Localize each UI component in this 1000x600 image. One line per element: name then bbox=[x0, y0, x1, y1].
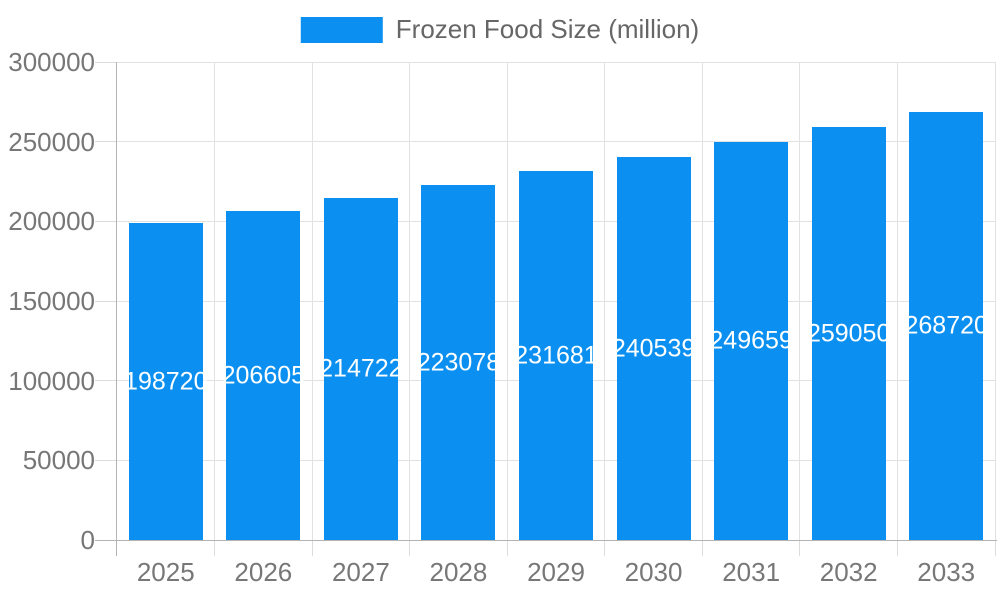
x-gridline bbox=[506, 62, 508, 540]
y-tick-mark bbox=[95, 61, 117, 63]
bar-2033[interactable] bbox=[909, 112, 984, 540]
y-tick-label: 300000 bbox=[8, 47, 95, 77]
x-tick-mark bbox=[214, 540, 216, 556]
bar-2028[interactable] bbox=[421, 185, 496, 540]
x-tick-label: 2033 bbox=[917, 557, 976, 587]
x-tick-mark bbox=[701, 540, 703, 556]
x-gridline bbox=[604, 62, 606, 540]
chart-legend[interactable]: Frozen Food Size (million) bbox=[300, 14, 700, 45]
y-gridline bbox=[117, 141, 995, 143]
x-tick-mark bbox=[896, 540, 898, 556]
x-tick-label: 2026 bbox=[234, 557, 293, 587]
bar-2030[interactable] bbox=[616, 157, 691, 540]
y-tick-label: 0 bbox=[80, 525, 95, 555]
x-tick-label: 2032 bbox=[819, 557, 878, 587]
bar-2032[interactable] bbox=[811, 127, 886, 540]
x-tick-label: 2031 bbox=[722, 557, 781, 587]
x-axis-line bbox=[95, 540, 997, 541]
y-tick-mark bbox=[95, 380, 117, 382]
bar-2029[interactable] bbox=[519, 171, 593, 540]
x-tick-mark bbox=[994, 540, 996, 556]
y-tick-label: 150000 bbox=[8, 286, 95, 316]
x-gridline bbox=[799, 62, 801, 540]
x-tick-mark bbox=[409, 540, 411, 556]
x-tick-label: 2028 bbox=[429, 557, 488, 587]
y-tick-mark bbox=[95, 300, 117, 302]
x-gridline bbox=[896, 62, 898, 540]
y-tick-label: 50000 bbox=[22, 445, 95, 476]
y-gridline bbox=[117, 61, 995, 63]
bar-2025[interactable] bbox=[128, 223, 203, 540]
x-tick-label: 2029 bbox=[527, 557, 585, 587]
x-gridline bbox=[409, 62, 411, 540]
legend-swatch bbox=[300, 16, 383, 43]
x-tick-label: 2027 bbox=[331, 557, 390, 587]
x-tick-mark bbox=[604, 540, 606, 556]
x-tick-label: 2025 bbox=[136, 557, 195, 587]
bar-2031[interactable] bbox=[714, 142, 789, 540]
y-axis-line bbox=[116, 62, 117, 556]
y-tick-label: 200000 bbox=[8, 206, 95, 237]
x-gridline bbox=[701, 62, 703, 540]
y-tick-mark bbox=[95, 459, 117, 461]
x-gridline bbox=[214, 62, 216, 540]
y-tick-mark bbox=[95, 141, 117, 143]
bar-2026[interactable] bbox=[226, 211, 301, 540]
x-tick-mark bbox=[311, 540, 313, 556]
bar-2027[interactable] bbox=[323, 198, 398, 540]
plot-area: 198720 206605 214722 223078 231681 240539 2496… bbox=[117, 61, 996, 540]
x-tick-mark bbox=[506, 540, 508, 556]
x-gridline bbox=[994, 62, 996, 540]
legend-label: Frozen Food Size (million) bbox=[395, 14, 700, 44]
y-tick-label: 250000 bbox=[8, 126, 95, 157]
y-tick-label: 100000 bbox=[8, 365, 95, 396]
x-gridline bbox=[311, 62, 313, 540]
x-tick-label: 2030 bbox=[624, 557, 683, 587]
y-tick-mark bbox=[95, 220, 117, 222]
x-tick-mark bbox=[799, 540, 801, 556]
